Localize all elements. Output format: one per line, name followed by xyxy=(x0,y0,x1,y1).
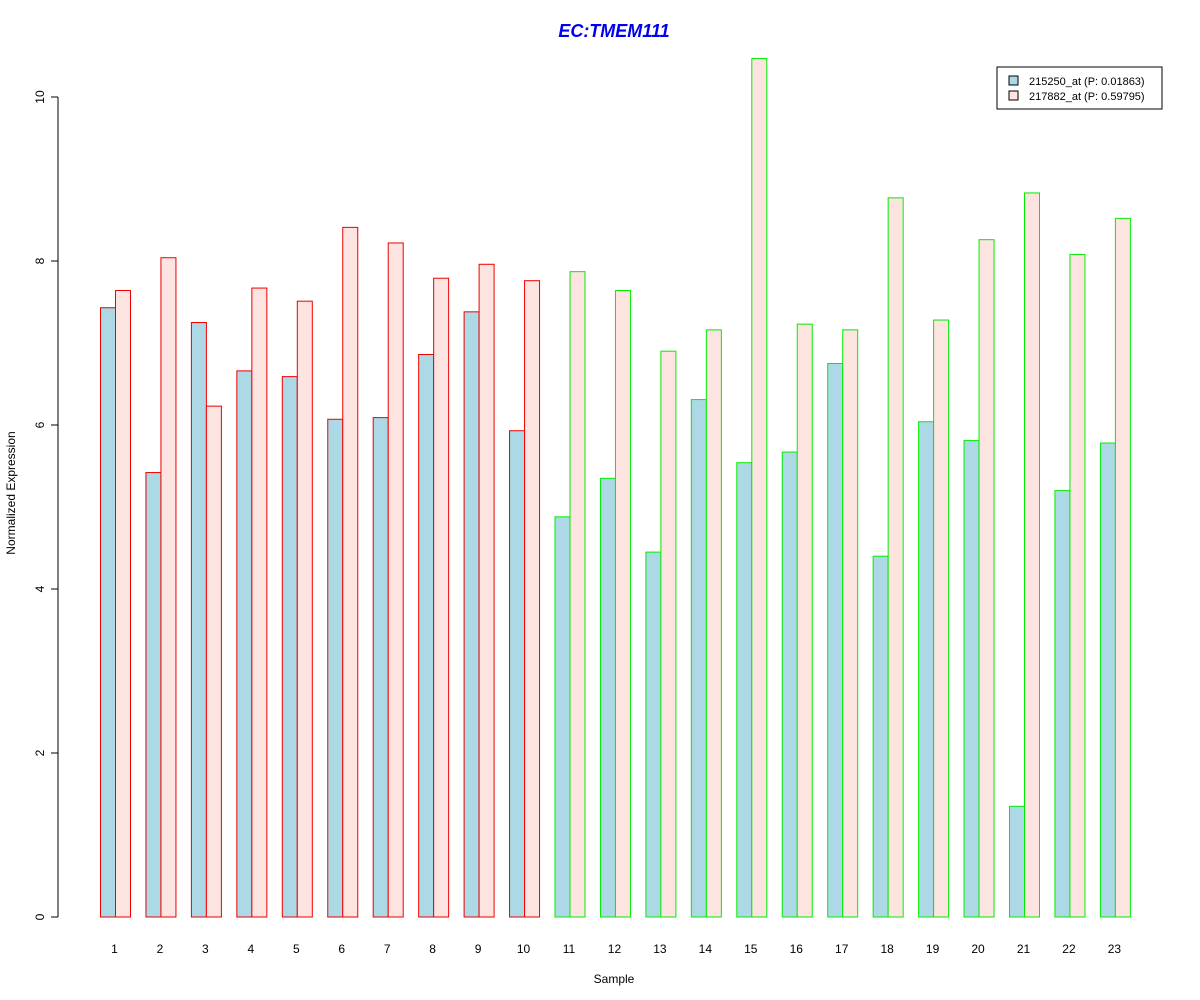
bar-sample-3-series-1 xyxy=(190,322,207,918)
bar-sample-21-series-1 xyxy=(1009,805,1025,918)
x-tick-label: 21 xyxy=(1017,942,1031,956)
bar-sample-6-series-2 xyxy=(342,226,359,918)
y-axis: 0 2 4 6 8 10 xyxy=(33,90,59,920)
bar-sample-12-series-2 xyxy=(614,290,631,918)
x-tick-label: 8 xyxy=(429,942,436,956)
x-tick-label: 9 xyxy=(475,942,482,956)
x-tick-labels: 1 2 3 4 5 6 7 8 9 10 11 12 13 14 15 16 17 18 19 20 21 22 23 xyxy=(111,942,1121,956)
bar-sample-1-series-1 xyxy=(100,307,116,918)
bar-sample-21-series-2 xyxy=(1024,192,1040,918)
bar-sample-7-series-1 xyxy=(372,417,389,918)
bar-sample-2-series-1 xyxy=(145,472,162,918)
bar-sample-20-series-1 xyxy=(963,440,980,918)
bar-sample-6-series-1 xyxy=(327,418,344,918)
y-tick-label: 6 xyxy=(33,421,47,428)
bar-sample-14-series-2 xyxy=(705,329,722,918)
x-tick-label: 2 xyxy=(157,942,164,956)
bar-sample-20-series-2 xyxy=(978,239,995,918)
y-tick-label: 10 xyxy=(33,90,47,104)
legend-label-series-1: 215250_at (P: 0.01863) xyxy=(1029,76,1145,88)
x-tick-label: 22 xyxy=(1062,942,1076,956)
y-axis-label: Normalized Expression xyxy=(4,431,18,554)
legend-box xyxy=(996,66,1163,110)
bar-sample-11-series-1 xyxy=(554,516,571,918)
bar-sample-17-series-1 xyxy=(827,363,844,918)
bar-sample-13-series-1 xyxy=(645,551,662,918)
bar-sample-17-series-2 xyxy=(842,329,859,918)
x-tick-label: 3 xyxy=(202,942,209,956)
bar-sample-13-series-2 xyxy=(660,350,677,918)
y-tick-label: 0 xyxy=(33,913,47,920)
bar-sample-9-series-1 xyxy=(463,311,480,918)
x-tick-label: 5 xyxy=(293,942,300,956)
bar-sample-23-series-1 xyxy=(1099,442,1116,918)
bar-sample-4-series-2 xyxy=(251,287,268,918)
x-tick-label: 18 xyxy=(880,942,894,956)
x-tick-label: 20 xyxy=(971,942,985,956)
bar-sample-1-series-2 xyxy=(115,290,131,918)
x-tick-label: 6 xyxy=(338,942,345,956)
x-tick-label: 23 xyxy=(1108,942,1122,956)
x-tick-label: 7 xyxy=(384,942,391,956)
bar-sample-5-series-1 xyxy=(281,376,298,918)
x-axis-label: Sample xyxy=(594,972,635,986)
y-tick-label: 8 xyxy=(33,257,47,264)
bar-sample-7-series-2 xyxy=(387,242,404,918)
bar-sample-8-series-2 xyxy=(433,277,450,918)
bar-sample-15-series-1 xyxy=(736,462,753,918)
bar-sample-15-series-2 xyxy=(751,57,768,918)
bars-group xyxy=(100,57,1131,918)
x-tick-label: 11 xyxy=(563,942,576,956)
x-tick-label: 12 xyxy=(608,942,622,956)
bar-sample-9-series-2 xyxy=(478,263,495,918)
bar-sample-14-series-1 xyxy=(690,399,707,918)
bar-sample-19-series-1 xyxy=(918,421,935,918)
chart-title: EC:TMEM111 xyxy=(558,21,669,41)
bar-sample-18-series-1 xyxy=(872,555,889,918)
bar-sample-10-series-1 xyxy=(509,430,526,918)
bar-sample-4-series-1 xyxy=(236,370,253,918)
bar-sample-5-series-2 xyxy=(296,300,313,918)
legend-swatch-series-2 xyxy=(1008,90,1019,101)
bar-sample-18-series-2 xyxy=(887,197,904,918)
bar-sample-11-series-2 xyxy=(569,271,586,918)
x-tick-label: 19 xyxy=(926,942,940,956)
x-tick-label: 4 xyxy=(248,942,255,956)
x-tick-label: 16 xyxy=(790,942,804,956)
bar-sample-12-series-1 xyxy=(599,477,616,918)
bar-sample-8-series-1 xyxy=(418,353,435,918)
bar-sample-23-series-2 xyxy=(1114,217,1131,918)
bar-sample-19-series-2 xyxy=(933,319,950,918)
legend-swatch-series-1 xyxy=(1008,75,1019,86)
bar-sample-16-series-2 xyxy=(796,323,813,918)
bar-sample-22-series-2 xyxy=(1069,253,1086,918)
x-tick-label: 17 xyxy=(835,942,849,956)
x-tick-label: 14 xyxy=(699,942,713,956)
y-tick-label: 2 xyxy=(33,749,47,756)
bar-sample-22-series-1 xyxy=(1054,490,1071,918)
y-tick-label: 4 xyxy=(33,585,47,592)
x-tick-label: 10 xyxy=(517,942,531,956)
x-tick-label: 1 xyxy=(111,942,118,956)
legend: 215250_at (P: 0.01863) 217882_at (P: 0.5… xyxy=(996,66,1163,110)
bar-sample-10-series-2 xyxy=(524,280,541,918)
bar-sample-3-series-2 xyxy=(205,405,222,918)
bar-sample-16-series-1 xyxy=(781,451,798,918)
bar-sample-2-series-2 xyxy=(160,257,177,918)
legend-label-series-2: 217882_at (P: 0.59795) xyxy=(1029,91,1145,103)
x-tick-label: 15 xyxy=(744,942,758,956)
x-tick-label: 13 xyxy=(653,942,667,956)
